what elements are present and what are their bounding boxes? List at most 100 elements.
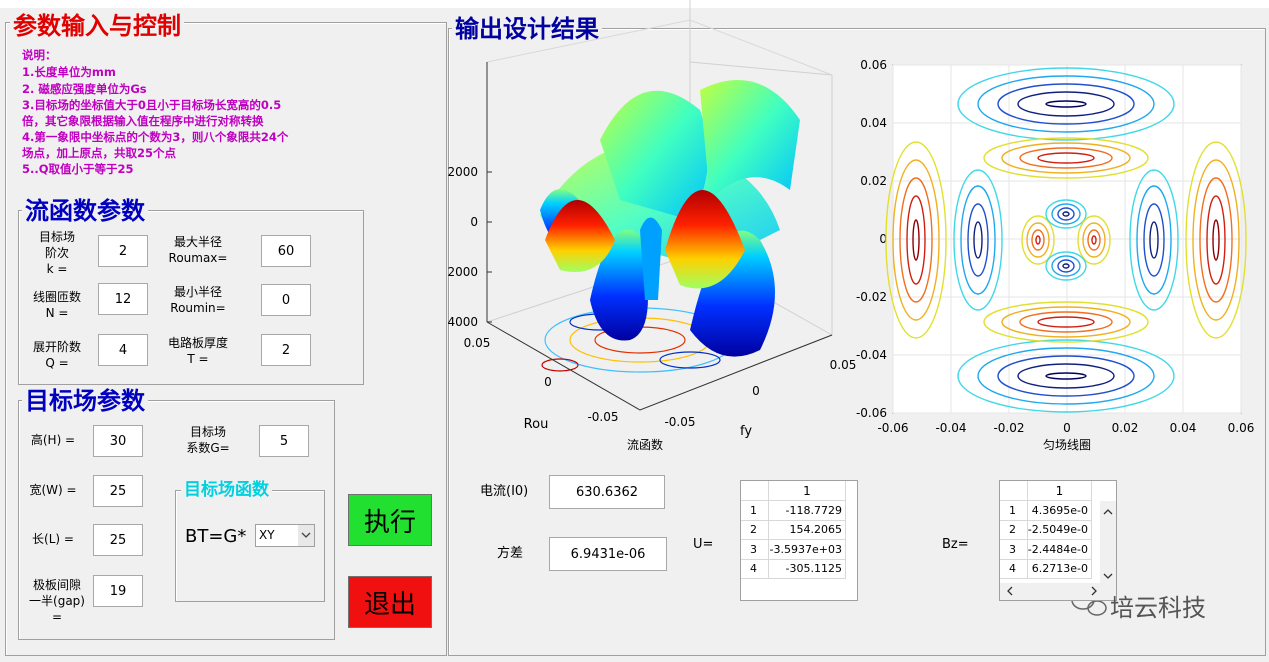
function-prefix: BT=G*	[185, 526, 247, 547]
label-line: 长(L) =	[32, 532, 74, 546]
contour	[1057, 259, 1075, 273]
label-line: 电路板厚度	[167, 336, 228, 350]
field-input[interactable]: 2	[261, 334, 311, 366]
x-axis-label: 匀场线圈	[1043, 438, 1091, 452]
z-tick-label: 2000	[447, 265, 478, 279]
field-input[interactable]: 5	[259, 425, 309, 457]
note-line: 3.目标场的坐标值大于0且小于目标场长宽高的0.5	[22, 98, 282, 112]
horizontal-scrollbar[interactable]	[1000, 583, 1116, 600]
bz-label: Bz=	[942, 537, 969, 552]
contour	[1037, 152, 1095, 164]
field-input[interactable]: 19	[93, 575, 143, 607]
stream-group	[18, 210, 364, 385]
x-tick-label: -0.02	[993, 421, 1024, 435]
contour	[1057, 207, 1075, 221]
y-tick-label: -0.04	[856, 348, 887, 362]
contour	[885, 141, 947, 339]
contour	[1062, 263, 1070, 269]
field-input[interactable]: 4	[98, 334, 148, 366]
u-table: 1 1 -118.7729 2 154.2065 3 -3.5937e+03 4 -305.11…	[740, 480, 858, 601]
contour	[1019, 147, 1113, 169]
fy-tick-label: -0.05	[664, 415, 695, 429]
contour	[1051, 255, 1081, 277]
label-line: 最大半径	[173, 235, 222, 249]
contour	[1149, 221, 1159, 259]
label-line: 目标场	[38, 230, 75, 244]
output-panel	[448, 28, 1266, 656]
label-line: 高(H) =	[30, 433, 76, 447]
field-input[interactable]: 30	[93, 425, 143, 457]
contour	[1001, 142, 1131, 174]
row-header: 2	[741, 520, 769, 540]
contour	[1143, 203, 1165, 277]
contour	[1136, 185, 1172, 295]
label-line: 系数G=	[186, 441, 230, 455]
scroll-arrows	[1007, 509, 1113, 596]
function-select[interactable]: XY	[255, 524, 315, 547]
field-input[interactable]: 12	[98, 283, 148, 315]
field-input[interactable]: 25	[93, 524, 143, 556]
table-corner	[1000, 481, 1028, 501]
field-input[interactable]: 0	[261, 284, 311, 316]
x-tick-label: 0.04	[1170, 421, 1197, 435]
exit-button[interactable]: 退出	[348, 576, 432, 628]
field-input[interactable]: 2	[98, 235, 148, 267]
u-label: U=	[693, 537, 714, 552]
field-label: 高(H) =	[8, 432, 98, 448]
note-line: 1.长度单位为mm	[22, 65, 116, 79]
fy-label: fy	[740, 424, 752, 439]
contour-plot: -0.06 -0.04 -0.02 0 0.02 0.04 0.06 0.06 0.04 0.02…	[856, 58, 1254, 452]
label-line: 最小半径	[173, 285, 222, 299]
z-tick-label: 0	[470, 215, 478, 229]
current-label: 电流(I0)	[480, 484, 529, 499]
x-tick-label: 0.06	[1228, 421, 1255, 435]
y-tick-label: 0.04	[860, 116, 887, 130]
contour	[906, 195, 926, 285]
label-line: N =	[45, 306, 69, 320]
y-tick-label: -0.06	[856, 406, 887, 420]
label-line: T =	[187, 352, 209, 366]
z-tick-label: 4000	[447, 315, 478, 329]
vertical-scrollbar[interactable]	[1100, 501, 1116, 583]
note-line: 场点，加上原点，共取25个点	[22, 146, 177, 160]
field-input[interactable]: 25	[93, 475, 143, 507]
table-cell: 154.2065	[769, 520, 846, 540]
contour	[1031, 229, 1045, 251]
select-arrow	[298, 525, 314, 546]
contour	[957, 339, 1175, 413]
contour	[1199, 177, 1233, 303]
contour	[983, 137, 1149, 179]
label-line: 极板间隙	[32, 578, 81, 592]
contour	[1017, 91, 1115, 117]
label-line: 目标场	[189, 425, 226, 439]
input-panel	[5, 22, 447, 656]
x-tick-label: 0.02	[1112, 421, 1139, 435]
bz-table: 1 1 4.3695e-0 2 -2.5049e-0 3 -2.4484e-0 4 6.2713…	[999, 480, 1117, 601]
contour	[973, 221, 983, 259]
note-line: 倍，其它象限根据输入值在程序中进行对称转换	[22, 114, 264, 128]
contour	[1212, 219, 1220, 261]
row-header: 1	[741, 501, 769, 521]
contour	[1045, 100, 1087, 108]
field-label: 最大半径 Roumax=	[153, 234, 243, 266]
label-line: Roumax=	[168, 251, 228, 265]
contour	[1037, 316, 1095, 328]
field-input[interactable]: 60	[261, 235, 311, 267]
y-tick-label: -0.02	[856, 290, 887, 304]
select-value: XY	[259, 528, 275, 542]
contour	[1051, 203, 1081, 225]
field-label: 目标场系数G=	[163, 424, 253, 456]
group-title: 目标场函数	[181, 482, 272, 499]
label-line: 展开阶数	[32, 340, 81, 354]
row-header: 4	[1000, 559, 1028, 579]
surface-plot: 2000 0 2000 4000 0.05 0 -0.05 -0.05 0 0.05 Rou fy 流函…	[447, 0, 856, 452]
contour	[953, 169, 1003, 311]
contour	[1129, 169, 1179, 311]
contour	[1087, 229, 1101, 251]
panel-title: 输出设计结果	[452, 17, 602, 41]
fy-tick-label: 0	[752, 384, 760, 398]
field-label: 长(L) =	[8, 531, 98, 547]
run-button[interactable]: 执行	[348, 494, 432, 546]
contour	[1001, 306, 1131, 338]
row-header: 1	[1000, 501, 1028, 521]
